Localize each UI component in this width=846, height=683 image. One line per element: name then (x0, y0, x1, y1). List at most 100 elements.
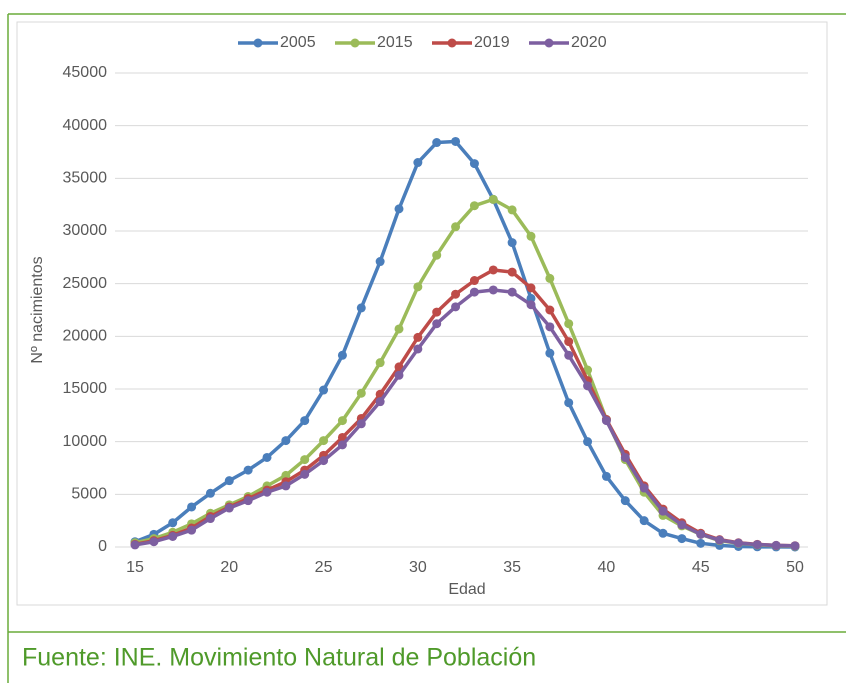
data-point (564, 319, 574, 329)
data-point (733, 538, 743, 548)
data-point (394, 324, 404, 334)
data-point (488, 265, 498, 275)
data-point (300, 469, 310, 479)
chart-area (16, 21, 828, 606)
data-point (337, 440, 347, 450)
data-point (564, 398, 574, 408)
data-point (356, 419, 366, 429)
data-point (300, 416, 310, 426)
legend-marker (253, 38, 263, 48)
data-point (187, 502, 197, 512)
data-point (300, 455, 310, 465)
data-point (526, 231, 536, 241)
y-tick-label: 30000 (63, 222, 108, 239)
series-line (134, 288, 796, 548)
x-tick-label: 15 (126, 559, 144, 576)
data-point (205, 514, 215, 524)
data-point (771, 540, 781, 550)
data-point (564, 337, 574, 347)
data-point (583, 437, 593, 447)
data-point (545, 348, 555, 358)
data-point (451, 136, 461, 146)
data-point (413, 332, 423, 342)
legend-label: 2005 (280, 34, 316, 51)
y-axis-title: Nº nacimientos (29, 256, 46, 363)
y-tick-label: 0 (98, 538, 107, 555)
data-point (413, 282, 423, 292)
data-point (187, 525, 197, 535)
data-point (149, 537, 159, 547)
y-tick-label: 20000 (63, 328, 108, 345)
data-point (281, 436, 291, 446)
data-point (375, 397, 385, 407)
data-point (715, 535, 725, 545)
data-point (658, 528, 668, 538)
data-point (243, 465, 253, 475)
data-point (319, 385, 329, 395)
data-point (432, 307, 442, 317)
data-point (601, 416, 611, 426)
legend-marker (544, 38, 554, 48)
data-point (507, 238, 517, 248)
data-point (790, 541, 800, 551)
data-point (337, 416, 347, 426)
data-point (469, 159, 479, 169)
data-point (677, 520, 687, 530)
data-point (545, 273, 555, 283)
legend-label: 2015 (377, 34, 413, 51)
x-tick-label: 45 (692, 559, 710, 576)
data-point (658, 506, 668, 516)
y-tick-label: 40000 (63, 117, 108, 134)
data-point (639, 516, 649, 526)
data-point (432, 250, 442, 260)
data-point (620, 496, 630, 506)
y-tick-label: 5000 (71, 486, 107, 503)
data-point (451, 222, 461, 232)
data-point (469, 287, 479, 297)
data-point (696, 529, 706, 539)
data-point (507, 287, 517, 297)
data-point (337, 350, 347, 360)
data-point (583, 381, 593, 391)
data-point (375, 257, 385, 267)
data-point (413, 158, 423, 168)
data-point (262, 487, 272, 497)
data-point (394, 204, 404, 214)
data-point (526, 283, 536, 293)
data-point (224, 503, 234, 513)
legend-label: 2020 (571, 34, 607, 51)
data-point (639, 483, 649, 493)
data-point (564, 350, 574, 360)
data-point (394, 370, 404, 380)
data-point (262, 452, 272, 462)
y-tick-label: 10000 (63, 433, 108, 450)
data-point (526, 300, 536, 310)
x-tick-label: 25 (315, 559, 333, 576)
legend-marker (350, 38, 360, 48)
data-point (394, 362, 404, 372)
data-point (319, 436, 329, 446)
x-tick-label: 30 (409, 559, 427, 576)
y-tick-label: 35000 (63, 170, 108, 187)
data-point (469, 201, 479, 211)
legend-marker (447, 38, 457, 48)
y-tick-label: 15000 (63, 380, 108, 397)
data-point (168, 518, 178, 528)
data-point (488, 285, 498, 295)
data-point (545, 305, 555, 315)
data-point (243, 496, 253, 506)
data-point (469, 276, 479, 286)
y-tick-label: 25000 (63, 275, 108, 292)
data-point (677, 534, 687, 544)
data-point (413, 344, 423, 354)
data-point (451, 302, 461, 312)
x-tick-label: 20 (220, 559, 238, 576)
data-point (526, 293, 536, 303)
x-tick-label: 35 (503, 559, 521, 576)
data-point (620, 452, 630, 462)
x-tick-label: 50 (786, 559, 804, 576)
source-note: Fuente: INE. Movimiento Natural de Pobla… (22, 644, 536, 672)
legend-label: 2019 (474, 34, 510, 51)
